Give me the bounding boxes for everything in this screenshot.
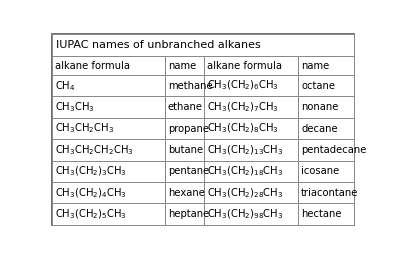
- Text: CH$_3$(CH$_2$)$_8$CH$_3$: CH$_3$(CH$_2$)$_8$CH$_3$: [207, 122, 279, 135]
- Text: ethane: ethane: [168, 102, 203, 112]
- Bar: [165, 118, 204, 139]
- Bar: [53, 97, 165, 118]
- Text: CH$_3$(CH$_2$)$_6$CH$_3$: CH$_3$(CH$_2$)$_6$CH$_3$: [207, 79, 279, 92]
- Text: CH$_3$CH$_3$: CH$_3$CH$_3$: [55, 100, 95, 114]
- Bar: [204, 182, 298, 204]
- Bar: [53, 34, 354, 56]
- Bar: [53, 204, 165, 225]
- Bar: [204, 75, 298, 97]
- Text: name: name: [301, 61, 329, 71]
- Text: butane: butane: [168, 145, 203, 155]
- Bar: [165, 75, 204, 97]
- Bar: [298, 204, 354, 225]
- Text: CH$_3$(CH$_2$)$_7$CH$_3$: CH$_3$(CH$_2$)$_7$CH$_3$: [207, 100, 279, 114]
- Bar: [298, 139, 354, 161]
- Bar: [298, 161, 354, 182]
- Text: IUPAC names of unbranched alkanes: IUPAC names of unbranched alkanes: [56, 40, 261, 50]
- Bar: [298, 75, 354, 97]
- Text: CH$_3$(CH$_2$)$_4$CH$_3$: CH$_3$(CH$_2$)$_4$CH$_3$: [55, 186, 128, 200]
- Bar: [53, 118, 165, 139]
- Text: CH$_3$(CH$_2$)$_3$CH$_3$: CH$_3$(CH$_2$)$_3$CH$_3$: [55, 165, 128, 178]
- Bar: [204, 204, 298, 225]
- Text: CH$_3$(CH$_2$)$_{28}$CH$_3$: CH$_3$(CH$_2$)$_{28}$CH$_3$: [207, 186, 283, 200]
- Bar: [165, 139, 204, 161]
- Bar: [204, 56, 298, 75]
- Text: CH$_3$CH$_2$CH$_3$: CH$_3$CH$_2$CH$_3$: [55, 122, 115, 135]
- Bar: [204, 97, 298, 118]
- Bar: [204, 139, 298, 161]
- Text: CH$_4$: CH$_4$: [55, 79, 76, 93]
- Bar: [204, 118, 298, 139]
- Text: CH$_3$(CH$_2$)$_{13}$CH$_3$: CH$_3$(CH$_2$)$_{13}$CH$_3$: [207, 143, 283, 157]
- Bar: [53, 161, 165, 182]
- Bar: [298, 56, 354, 75]
- Bar: [53, 75, 165, 97]
- Bar: [165, 204, 204, 225]
- Text: hectane: hectane: [301, 209, 342, 219]
- Text: CH$_3$(CH$_2$)$_5$CH$_3$: CH$_3$(CH$_2$)$_5$CH$_3$: [55, 207, 128, 221]
- Bar: [53, 139, 165, 161]
- Text: heptane: heptane: [168, 209, 209, 219]
- Text: CH$_3$(CH$_2$)$_{98}$CH$_3$: CH$_3$(CH$_2$)$_{98}$CH$_3$: [207, 207, 283, 221]
- Text: triacontane: triacontane: [301, 188, 359, 198]
- Text: octane: octane: [301, 81, 335, 91]
- Text: icosane: icosane: [301, 166, 339, 176]
- Bar: [204, 161, 298, 182]
- Text: nonane: nonane: [301, 102, 339, 112]
- Text: CH$_3$CH$_2$CH$_2$CH$_3$: CH$_3$CH$_2$CH$_2$CH$_3$: [55, 143, 134, 157]
- Text: name: name: [168, 61, 196, 71]
- Text: propane: propane: [168, 123, 209, 134]
- Bar: [53, 182, 165, 204]
- Bar: [298, 118, 354, 139]
- Bar: [165, 97, 204, 118]
- Bar: [165, 56, 204, 75]
- Text: methane: methane: [168, 81, 213, 91]
- Text: alkane formula: alkane formula: [207, 61, 282, 71]
- Bar: [298, 182, 354, 204]
- Text: decane: decane: [301, 123, 338, 134]
- Text: alkane formula: alkane formula: [55, 61, 130, 71]
- Bar: [165, 182, 204, 204]
- Text: CH$_3$(CH$_2$)$_{18}$CH$_3$: CH$_3$(CH$_2$)$_{18}$CH$_3$: [207, 165, 283, 178]
- Text: pentane: pentane: [168, 166, 209, 176]
- Bar: [53, 56, 165, 75]
- Text: hexane: hexane: [168, 188, 205, 198]
- Bar: [298, 97, 354, 118]
- Text: pentadecane: pentadecane: [301, 145, 367, 155]
- Bar: [165, 161, 204, 182]
